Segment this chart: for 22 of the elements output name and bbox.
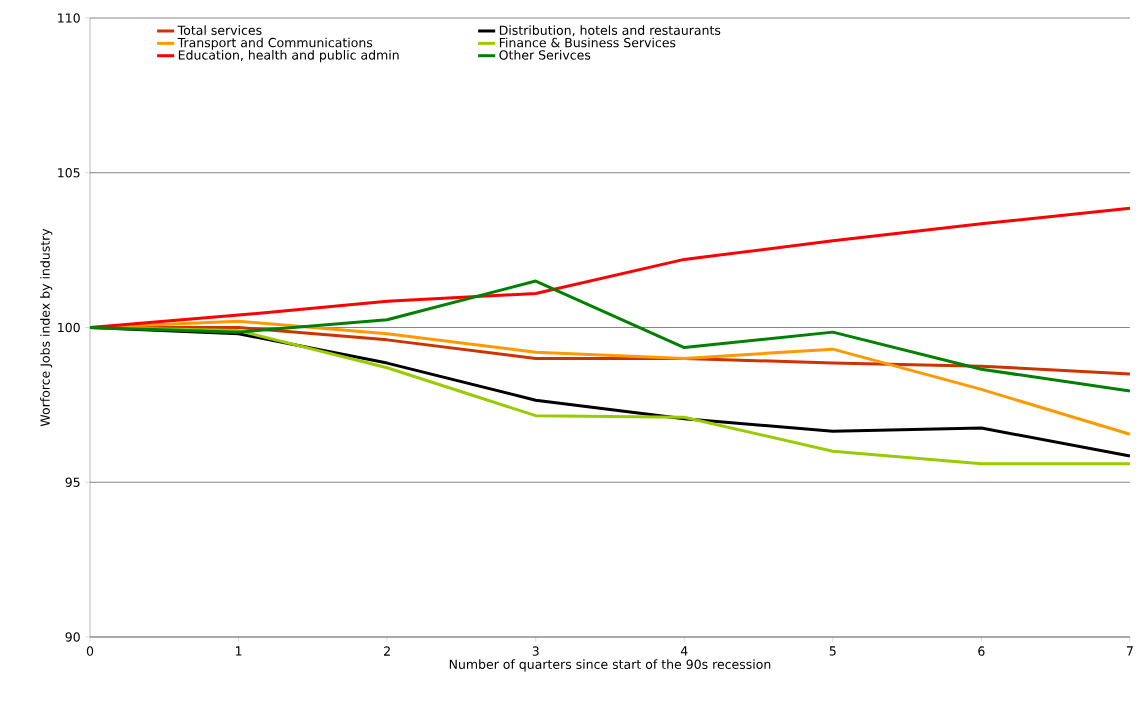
legend-label: Transport and Communications <box>177 37 373 50</box>
x-tick-label: 5 <box>829 646 836 656</box>
legend-label: Total services <box>177 25 262 35</box>
y-tick-label: 90 <box>65 632 80 642</box>
x-axis-title: Number of quarters since start of the 90s recession <box>449 659 771 672</box>
x-tick-label: 2 <box>384 646 390 656</box>
x-tick-label: 4 <box>680 646 688 656</box>
legend-label: Other Serivces <box>499 50 591 60</box>
x-tick-label: 3 <box>532 646 539 656</box>
legend-label: Education, health and public admin <box>178 50 399 63</box>
legend-label: Distribution, hotels and restaurants <box>499 25 721 37</box>
line-series <box>88 279 1132 393</box>
y-tick-label: 110 <box>58 13 80 23</box>
x-tick-label: 7 <box>1126 646 1133 656</box>
x-tick-label: 0 <box>86 646 94 656</box>
x-tick-label: 6 <box>978 646 985 656</box>
y-axis-title: Worforce Jobs index by industry <box>40 228 53 427</box>
x-tick-label: 1 <box>235 646 242 656</box>
y-tick-label: 95 <box>65 477 80 487</box>
y-tick-label: 100 <box>58 322 80 333</box>
legend-label: Finance & Business Services <box>499 37 676 48</box>
y-tick-label: 105 <box>58 168 80 178</box>
